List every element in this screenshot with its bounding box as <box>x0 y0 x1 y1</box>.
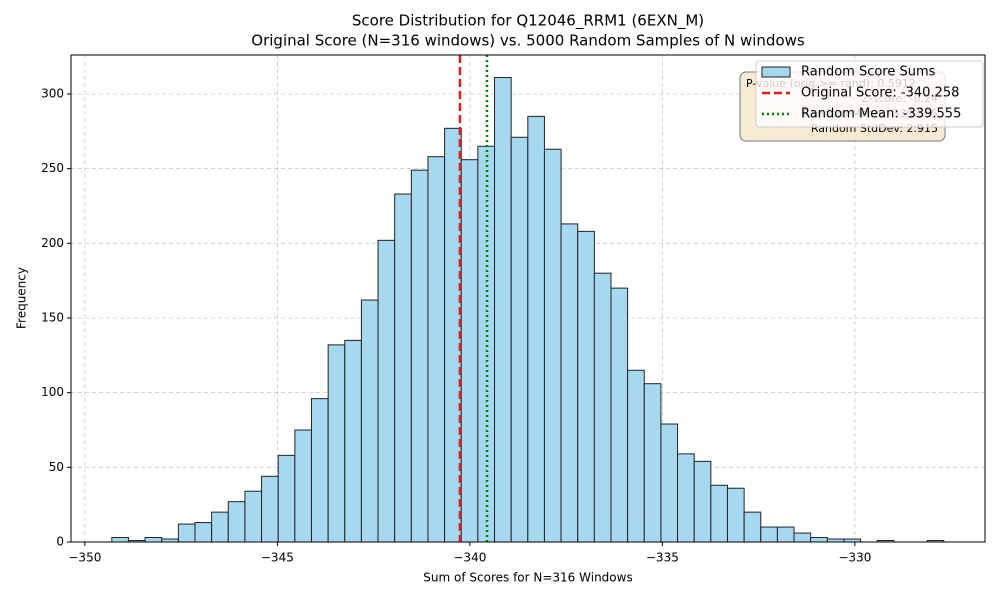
bar <box>726 487 745 543</box>
bar <box>810 537 828 543</box>
bar <box>627 369 645 543</box>
bar <box>460 159 479 543</box>
bar <box>710 484 728 543</box>
legend-label: Original Score: -340.258 <box>801 86 959 101</box>
bar <box>144 537 163 543</box>
bar <box>344 339 362 543</box>
y-tick-label: 200 <box>41 236 64 250</box>
bar <box>693 460 712 543</box>
bar <box>227 501 246 543</box>
legend-swatch <box>761 66 791 78</box>
bar <box>560 223 579 543</box>
bar <box>244 490 263 543</box>
bar <box>111 537 129 543</box>
bar <box>377 239 396 543</box>
x-tick-label: −330 <box>838 551 871 565</box>
bar <box>327 344 346 543</box>
y-tick-label: 250 <box>41 161 64 175</box>
bar <box>310 398 329 543</box>
bar <box>510 136 529 543</box>
bar <box>776 526 795 543</box>
x-tick-label: −340 <box>453 551 486 565</box>
bar <box>410 169 429 543</box>
bar <box>610 287 629 543</box>
bar <box>793 532 812 543</box>
bar <box>294 429 312 543</box>
x-tick-label: −345 <box>261 551 294 565</box>
bar <box>360 299 379 543</box>
bar <box>261 475 279 543</box>
bar <box>660 423 679 543</box>
bar <box>177 523 196 543</box>
bar <box>677 453 695 543</box>
bar <box>643 383 662 543</box>
x-axis-label: Sum of Scores for N=316 Windows <box>423 571 632 585</box>
legend-box <box>755 60 984 128</box>
bar <box>194 522 213 543</box>
y-axis-label: Frequency <box>15 267 29 329</box>
bar <box>543 148 562 543</box>
x-tick-label: −335 <box>646 551 679 565</box>
y-tick-label: 0 <box>56 535 64 549</box>
bar <box>593 272 612 543</box>
bar <box>494 77 512 543</box>
chart-subtitle: Original Score (N=316 windows) vs. 5000 … <box>251 32 805 50</box>
bar <box>743 511 762 543</box>
legend-label: Random Score Sums <box>801 65 936 80</box>
legend-label: Random Mean: -339.555 <box>801 107 961 122</box>
y-tick-label: 50 <box>49 460 64 474</box>
y-tick-label: 300 <box>41 86 64 100</box>
plot-frame <box>70 54 986 543</box>
bar <box>394 193 412 543</box>
y-tick-label: 150 <box>41 310 64 324</box>
bar <box>760 526 778 543</box>
bar <box>211 511 229 543</box>
bar <box>527 115 545 543</box>
bar <box>277 454 296 543</box>
bar <box>577 230 595 543</box>
bar <box>427 156 446 543</box>
y-tick-label: 100 <box>41 385 64 399</box>
x-tick-label: −350 <box>68 551 101 565</box>
chart-title: Score Distribution for Q12046_RRM1 (6EXN… <box>352 12 704 31</box>
